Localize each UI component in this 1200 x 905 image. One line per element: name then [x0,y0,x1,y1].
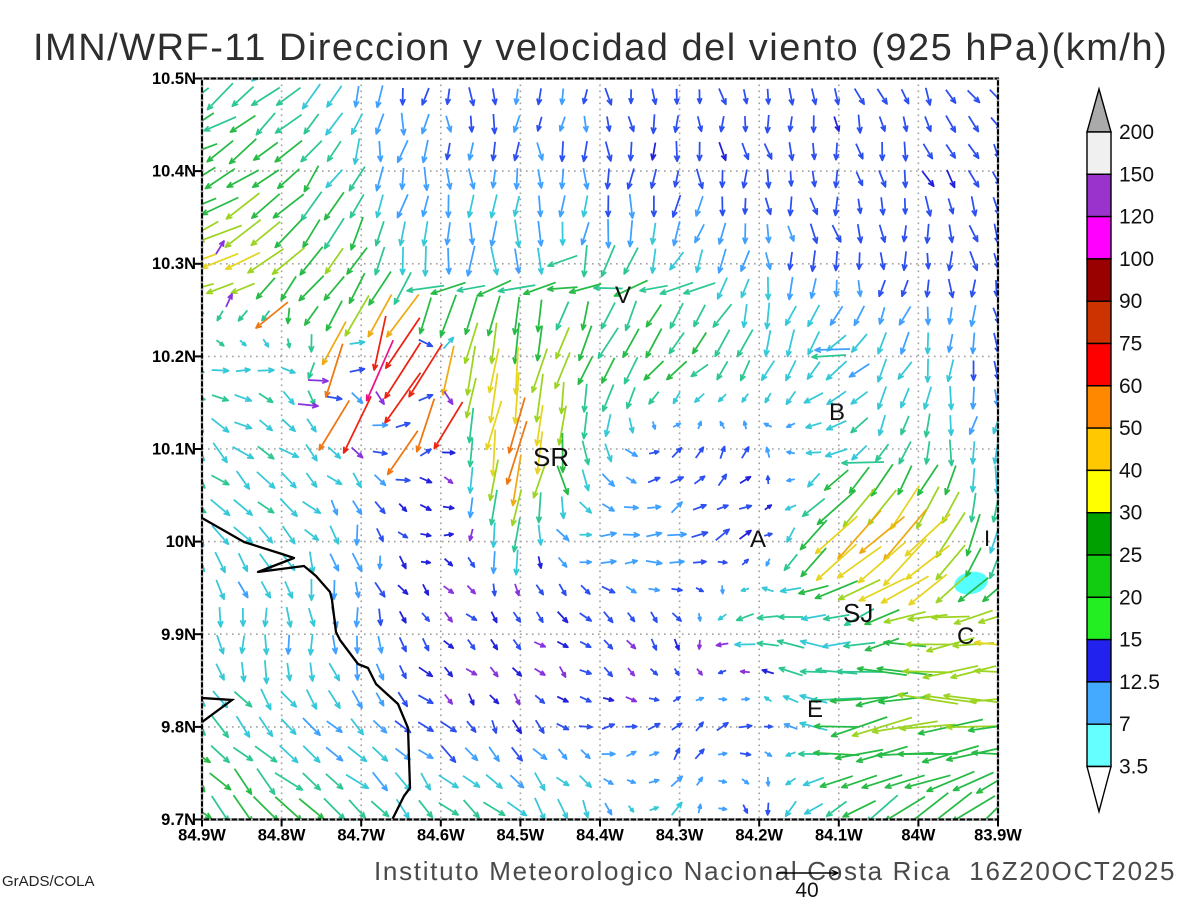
svg-text:C: C [957,623,974,650]
svg-text:SJ: SJ [843,598,873,628]
svg-text:7: 7 [1119,713,1131,736]
svg-text:SR: SR [533,442,569,472]
svg-text:9.9N: 9.9N [161,626,196,644]
svg-text:3.5: 3.5 [1119,756,1148,779]
svg-text:60: 60 [1119,375,1142,398]
svg-text:84.8W: 84.8W [258,827,306,845]
svg-text:84.2W: 84.2W [735,827,783,845]
svg-text:84.9W: 84.9W [178,827,226,845]
svg-text:GrADS/COLA: GrADS/COLA [2,873,95,890]
svg-text:40: 40 [1119,459,1142,482]
svg-text:25: 25 [1119,544,1142,567]
svg-text:84W: 84W [901,827,935,845]
svg-text:9.7N: 9.7N [161,811,196,829]
svg-text:IMN/WRF-11 Direccion y velocid: IMN/WRF-11 Direccion y velocidad del vie… [33,27,1168,69]
svg-text:A: A [750,526,766,553]
svg-text:10.4N: 10.4N [152,163,196,181]
svg-text:30: 30 [1119,502,1142,525]
svg-text:12.5: 12.5 [1119,671,1160,694]
svg-text:200: 200 [1119,121,1154,144]
svg-text:10.2N: 10.2N [152,348,196,366]
svg-text:10.1N: 10.1N [152,441,196,459]
svg-text:10.5N: 10.5N [152,70,196,88]
svg-text:E: E [807,696,823,723]
svg-text:150: 150 [1119,163,1154,186]
svg-text:84.5W: 84.5W [497,827,545,845]
svg-text:100: 100 [1119,248,1154,271]
svg-text:84.1W: 84.1W [815,827,863,845]
svg-text:83.9W: 83.9W [974,827,1022,845]
svg-text:20: 20 [1119,586,1142,609]
svg-text:40: 40 [795,879,818,900]
svg-text:15: 15 [1119,629,1142,652]
svg-text:84.7W: 84.7W [337,827,385,845]
svg-text:10N: 10N [166,533,196,551]
svg-text:Instituto Meteorologico Nacion: Instituto Meteorologico Nacional Costa R… [374,856,1176,886]
svg-text:9.8N: 9.8N [161,718,196,736]
svg-text:I: I [984,526,990,551]
svg-text:B: B [829,399,845,426]
svg-text:90: 90 [1119,290,1142,313]
svg-text:V: V [615,282,631,309]
svg-text:10.3N: 10.3N [152,255,196,273]
svg-text:120: 120 [1119,206,1154,229]
svg-text:50: 50 [1119,417,1142,440]
svg-text:84.3W: 84.3W [656,827,704,845]
svg-text:75: 75 [1119,333,1142,356]
svg-text:84.6W: 84.6W [417,827,465,845]
svg-text:84.4W: 84.4W [576,827,624,845]
